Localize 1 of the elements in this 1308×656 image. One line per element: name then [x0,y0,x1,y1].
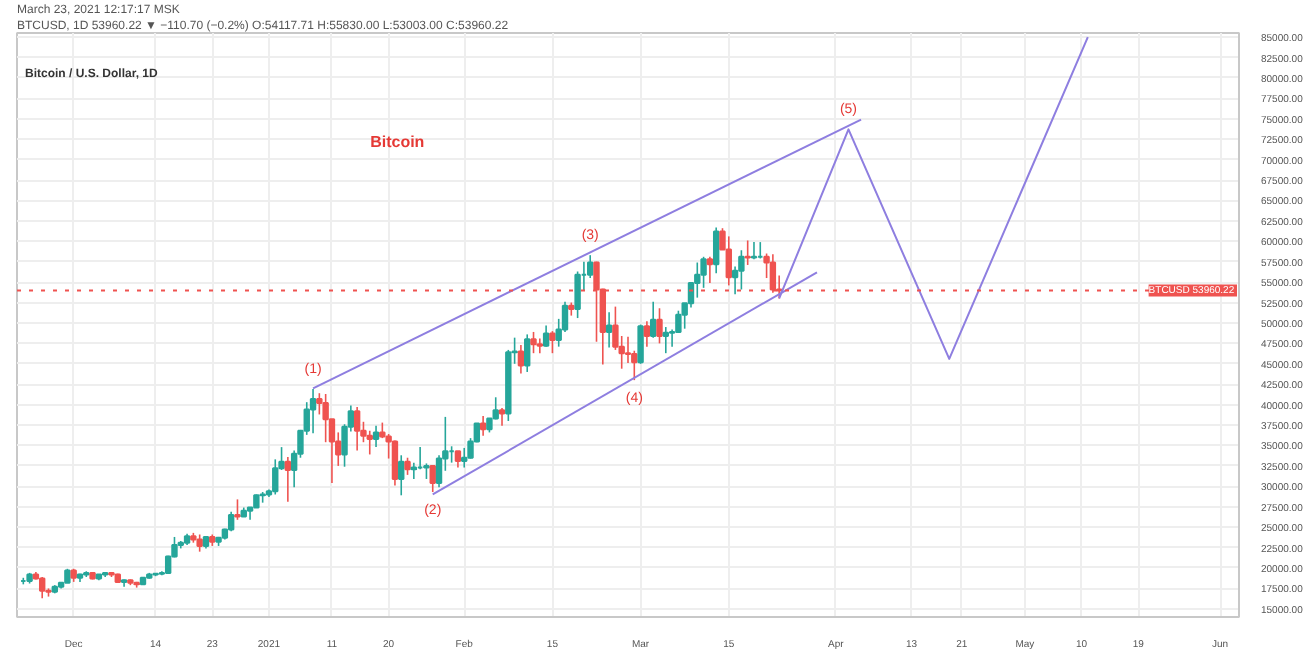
annotation: Bitcoin [370,133,425,151]
